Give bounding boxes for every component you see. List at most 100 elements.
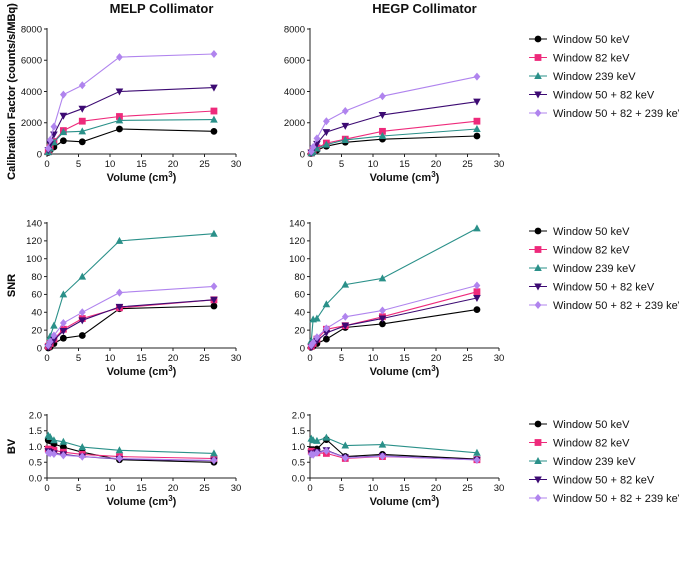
data-point (322, 129, 331, 137)
data-point (322, 329, 331, 337)
data-point (341, 280, 350, 288)
data-point (59, 137, 67, 145)
data-point (78, 332, 86, 339)
y-tick-label: 8000 (21, 24, 42, 35)
data-point (59, 290, 68, 298)
legend-label: Window 50 + 82 keV (553, 282, 655, 294)
series-line (311, 135, 477, 154)
data-point (313, 448, 321, 457)
series-line (48, 305, 214, 349)
legend-marker (534, 54, 542, 61)
data-point (341, 135, 350, 143)
y-tick-label: 2.0 (292, 410, 305, 421)
legend-entry: Window 50 + 82 + 239 keV (529, 300, 679, 312)
data-point (46, 433, 54, 441)
data-point (341, 107, 349, 116)
series-window-50-82-239-kev (307, 72, 481, 156)
x-tick-label: 20 (168, 159, 179, 170)
data-point (473, 281, 481, 290)
legend-entry: Window 50 keV (529, 419, 630, 431)
x-tick-label: 10 (105, 483, 116, 494)
data-point (473, 448, 481, 456)
y-tick-label: 120 (289, 236, 305, 247)
legend-marker (534, 457, 542, 464)
series-window-50-82-239-kev (44, 282, 218, 350)
x-tick-label: 10 (105, 159, 116, 170)
y-tick-label: 100 (289, 254, 305, 265)
data-point (322, 300, 331, 308)
y-tick-label: 0 (300, 343, 305, 354)
data-point (473, 72, 481, 81)
data-point (46, 135, 54, 144)
x-tick-label: 25 (462, 159, 473, 170)
x-tick-label: 0 (44, 159, 49, 170)
data-point (59, 328, 68, 336)
series-line (310, 291, 478, 347)
legend-entry: Window 239 keV (529, 71, 636, 83)
y-axis-label: SNR (6, 274, 18, 297)
panel-melp-snr: 0 5 10 15 20 25 30 0 20 40 60 80 100 120 140 Volume (cm… (6, 218, 241, 378)
x-tick-label: 10 (368, 353, 379, 364)
x-tick-label: 25 (199, 159, 210, 170)
data-point (210, 50, 218, 58)
y-tick-label: 0.5 (292, 458, 305, 469)
legend-marker (534, 227, 542, 235)
data-point (78, 117, 86, 125)
legend-calibration: Window 50 keV Window 82 keV Window 239 keV… (529, 34, 679, 120)
legend-label: Window 82 keV (553, 53, 630, 65)
data-point (341, 322, 350, 330)
series-window-239-kev (44, 115, 218, 156)
data-point (473, 288, 481, 296)
x-tick-label: 15 (399, 353, 410, 364)
legend-entry: Window 50 + 82 keV (529, 475, 655, 487)
data-point (59, 451, 67, 460)
legend-label: Window 239 keV (553, 71, 636, 83)
legend-entry: Window 50 + 82 keV (529, 282, 655, 294)
y-tick-label: 0 (37, 149, 42, 160)
data-point (322, 446, 330, 455)
x-tick-label: 20 (168, 353, 179, 364)
y-tick-label: 120 (26, 236, 42, 247)
y-tick-label: 2000 (284, 118, 305, 129)
legend-label: Window 50 + 82 + 239 keV (553, 300, 679, 312)
legend-entry: Window 239 keV (529, 263, 636, 275)
legend-marker (534, 35, 542, 43)
data-point (473, 132, 481, 140)
y-tick-label: 20 (294, 325, 305, 336)
x-axis-label: Volume (cm3) (107, 170, 177, 184)
series-line (47, 119, 214, 153)
data-point (59, 319, 67, 327)
data-point (473, 117, 481, 125)
y-tick-label: 140 (289, 218, 305, 229)
y-tick-label: 1.5 (292, 426, 305, 437)
data-point (379, 320, 386, 328)
x-tick-label: 0 (307, 159, 312, 170)
data-point (322, 140, 331, 148)
series-window-50-kev (44, 125, 218, 156)
data-point (379, 92, 386, 101)
data-point (378, 315, 387, 323)
y-tick-label: 0.0 (29, 473, 42, 484)
data-point (50, 436, 58, 444)
legend-label: Window 239 keV (553, 263, 636, 275)
chart-title: MELP Collimator (110, 1, 214, 16)
series-line (311, 309, 477, 348)
data-point (78, 138, 86, 146)
series-line (310, 227, 478, 341)
data-point (473, 456, 481, 465)
legend-label: Window 50 + 82 keV (553, 475, 655, 487)
data-point (115, 446, 124, 454)
x-tick-label: 25 (462, 483, 473, 494)
y-tick-label: 80 (294, 272, 305, 283)
legend-marker (534, 91, 542, 99)
data-point (115, 303, 124, 311)
data-point (59, 437, 68, 445)
y-tick-label: 0.0 (292, 473, 305, 484)
x-tick-label: 10 (368, 483, 379, 494)
data-point (50, 331, 58, 340)
x-tick-label: 15 (136, 483, 147, 494)
data-point (78, 105, 87, 113)
data-point (341, 122, 350, 130)
legend-label: Window 239 keV (553, 456, 636, 468)
